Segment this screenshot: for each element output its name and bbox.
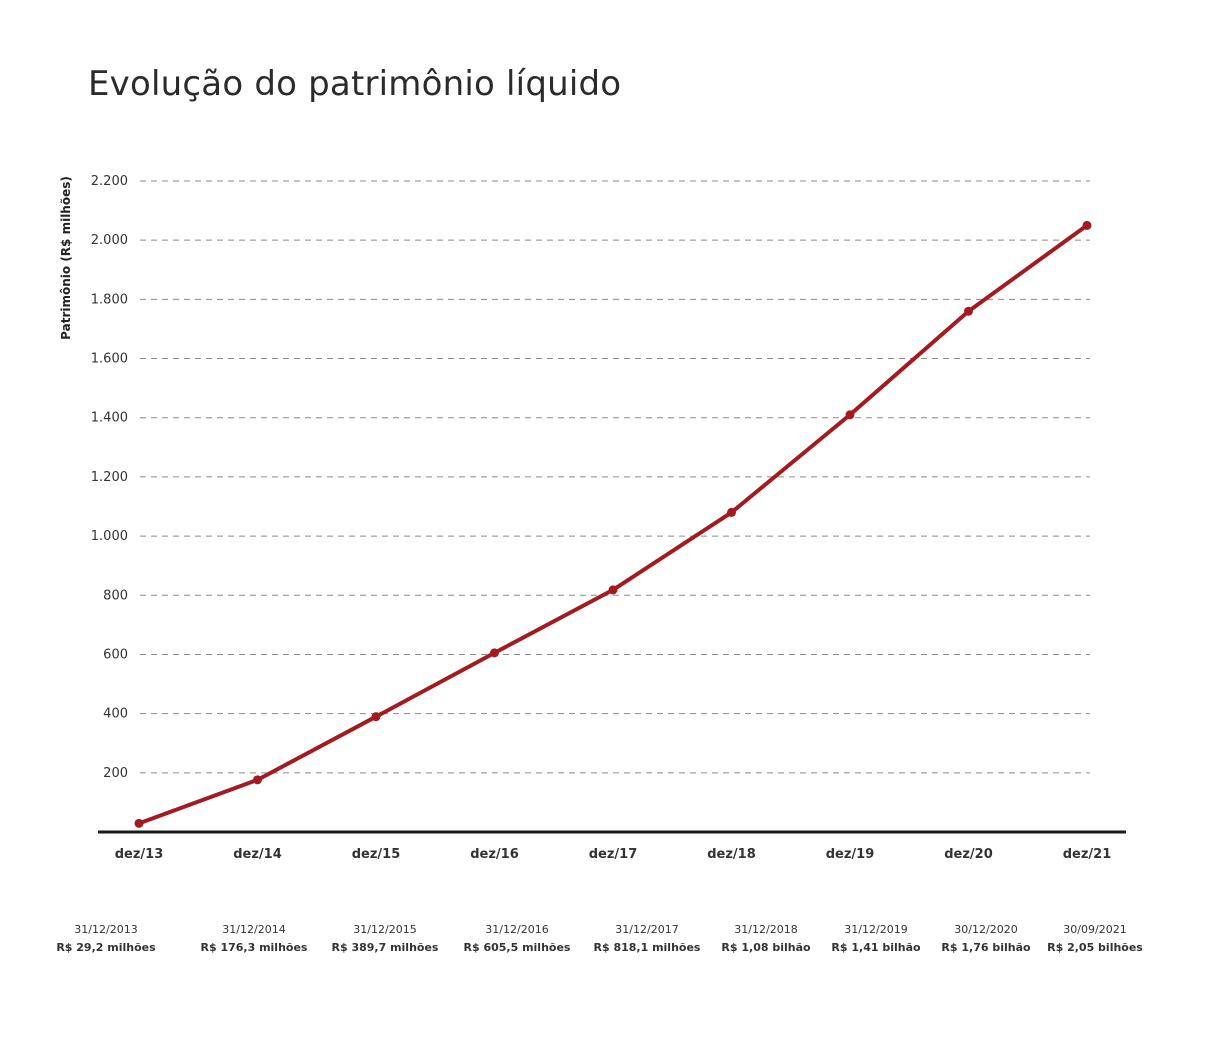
y-axis-ticks: 200 400 600 800 1.000 1.200 1.400 1.600 1.800 2.0… — [91, 174, 128, 781]
x-tick-label: dez/14 — [233, 847, 282, 862]
annotation-value: R$ 1,08 bilhão — [721, 941, 811, 954]
annotation-date: 31/12/2016 — [485, 923, 548, 936]
annotation-date: 30/12/2020 — [954, 923, 1017, 936]
data-point — [964, 306, 973, 316]
x-tick-label: dez/21 — [1063, 847, 1112, 862]
annotation-date: 31/12/2013 — [74, 923, 137, 936]
y-tick-label: 1.200 — [91, 470, 128, 485]
data-point — [1082, 220, 1092, 230]
data-point — [490, 648, 499, 658]
x-tick-label: dez/20 — [944, 847, 993, 862]
y-tick-label: 1.000 — [91, 529, 128, 544]
annotation-value: R$ 29,2 milhões — [56, 941, 156, 954]
y-tick-label: 800 — [103, 588, 128, 603]
y-tick-label: 1.600 — [91, 352, 128, 367]
y-tick-label: 1.800 — [91, 292, 128, 307]
annotation-date: 31/12/2017 — [615, 923, 678, 936]
series-line-group — [134, 220, 1092, 828]
data-point — [134, 818, 144, 828]
annotation-value: R$ 605,5 milhões — [464, 941, 571, 954]
x-tick-label: dez/16 — [470, 847, 519, 862]
y-axis-label: Patrimônio (R$ milhões) — [59, 176, 73, 340]
y-tick-label: 2.200 — [91, 174, 128, 189]
annotation-date: 31/12/2019 — [844, 923, 907, 936]
x-tick-label: dez/17 — [589, 847, 638, 862]
annotation-date: 31/12/2014 — [222, 923, 285, 936]
annotation-value: R$ 1,76 bilhão — [941, 941, 1031, 954]
annotation-date: 30/09/2021 — [1063, 923, 1126, 936]
y-tick-label: 400 — [103, 707, 128, 722]
x-tick-label: dez/13 — [115, 847, 164, 862]
annotation-date: 31/12/2015 — [353, 923, 416, 936]
x-tick-label: dez/15 — [352, 847, 401, 862]
x-tick-label: dez/18 — [707, 847, 756, 862]
annotation-value: R$ 818,1 milhões — [594, 941, 701, 954]
x-axis-ticks: dez/13 dez/14 dez/15 dez/16 dez/17 dez/18 dez/… — [115, 847, 1112, 862]
data-point — [727, 507, 736, 517]
annotation-value: R$ 176,3 milhões — [201, 941, 308, 954]
chart-title: Evolução do patrimônio líquido — [88, 64, 622, 104]
annotation-value: R$ 389,7 milhões — [332, 941, 439, 954]
y-tick-label: 1.400 — [91, 411, 128, 426]
data-point — [608, 585, 618, 595]
x-tick-label: dez/19 — [826, 847, 875, 862]
data-point — [845, 410, 855, 420]
y-tick-label: 2.000 — [91, 233, 128, 248]
data-point — [371, 712, 381, 722]
y-tick-label: 200 — [103, 766, 128, 781]
data-point — [253, 775, 262, 785]
annotation-value: R$ 1,41 bilhão — [831, 941, 921, 954]
annotations: 31/12/2013 R$ 29,2 milhões 31/12/2014 R$ 17… — [56, 923, 1143, 954]
annotation-value: R$ 2,05 bilhões — [1047, 941, 1143, 954]
grid-lines — [140, 180, 1090, 774]
series-line — [137, 223, 1089, 826]
annotation-date: 31/12/2018 — [734, 923, 797, 936]
y-tick-label: 600 — [103, 647, 128, 662]
